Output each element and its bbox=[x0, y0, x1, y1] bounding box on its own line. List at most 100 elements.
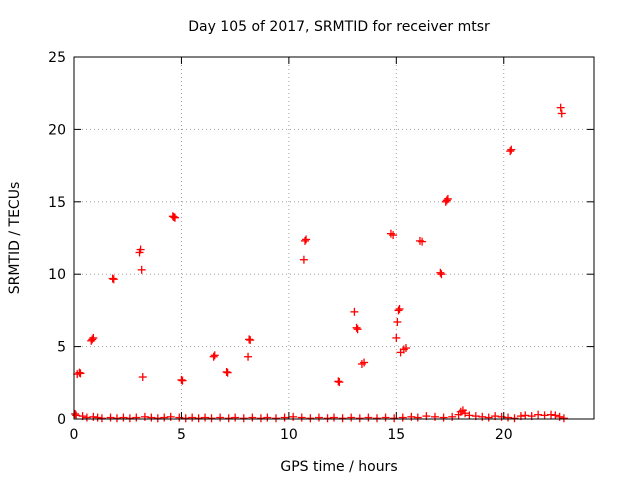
data-point bbox=[289, 412, 298, 421]
data-point bbox=[125, 414, 134, 423]
x-tick-label: 20 bbox=[495, 427, 513, 443]
data-point bbox=[534, 410, 543, 419]
data-point bbox=[436, 268, 445, 277]
data-point bbox=[314, 413, 323, 422]
data-point bbox=[350, 307, 359, 316]
data-point bbox=[263, 413, 272, 422]
data-point bbox=[442, 196, 451, 205]
data-point bbox=[207, 414, 216, 423]
data-point bbox=[547, 410, 556, 419]
data-point bbox=[407, 412, 416, 421]
data-point bbox=[372, 414, 381, 423]
data-point bbox=[338, 414, 347, 423]
data-point bbox=[106, 413, 115, 422]
data-point bbox=[461, 409, 470, 418]
data-point bbox=[140, 412, 149, 421]
data-point bbox=[137, 265, 146, 274]
data-point bbox=[136, 245, 145, 254]
axis-ticks: 0 5 10 15 20 0 5 10 15 20 25 bbox=[48, 50, 594, 443]
data-point bbox=[89, 412, 98, 421]
data-point bbox=[439, 413, 448, 422]
data-point bbox=[112, 414, 121, 423]
data-point bbox=[393, 317, 402, 326]
data-point bbox=[478, 412, 487, 421]
data-point bbox=[244, 352, 253, 361]
y-tick-label: 15 bbox=[48, 195, 66, 211]
data-point bbox=[256, 414, 265, 423]
data-point bbox=[306, 414, 315, 423]
data-point bbox=[177, 375, 186, 384]
data-point bbox=[381, 413, 390, 422]
data-point bbox=[188, 413, 197, 422]
x-tick-label: 5 bbox=[177, 427, 186, 443]
data-point bbox=[108, 274, 117, 283]
data-point bbox=[556, 103, 565, 112]
data-point bbox=[223, 368, 232, 377]
data-point bbox=[271, 414, 280, 423]
data-point bbox=[355, 414, 364, 423]
data-point bbox=[437, 270, 446, 279]
data-point bbox=[364, 413, 373, 422]
plot-frame bbox=[73, 56, 595, 420]
data-point bbox=[418, 237, 427, 246]
data-point bbox=[360, 358, 369, 367]
data-point bbox=[231, 413, 240, 422]
data-point bbox=[153, 414, 162, 423]
y-tick-label: 10 bbox=[48, 267, 66, 283]
data-point bbox=[166, 412, 175, 421]
y-tick-label: 20 bbox=[48, 122, 66, 138]
data-point bbox=[352, 323, 361, 332]
data-point bbox=[557, 109, 566, 118]
data-point bbox=[465, 411, 474, 420]
data-point bbox=[507, 145, 516, 154]
data-point bbox=[330, 413, 338, 422]
y-axis-title: SRMTID / TECUs bbox=[7, 182, 23, 295]
y-tick-label: 5 bbox=[57, 340, 66, 356]
data-point bbox=[555, 412, 564, 421]
data-point bbox=[398, 413, 407, 422]
data-point bbox=[71, 409, 80, 418]
data-point bbox=[280, 413, 289, 422]
y-tick-label: 25 bbox=[48, 50, 66, 66]
data-point bbox=[300, 236, 309, 245]
data-point bbox=[178, 376, 187, 385]
data-point bbox=[93, 413, 102, 422]
data-point bbox=[395, 304, 404, 313]
data-point bbox=[443, 194, 452, 203]
data-point bbox=[245, 335, 254, 344]
data-point bbox=[335, 378, 344, 387]
data-point bbox=[76, 369, 85, 378]
data-point bbox=[216, 413, 225, 422]
data-point bbox=[302, 235, 311, 244]
data-point bbox=[386, 229, 395, 238]
data-point bbox=[551, 411, 560, 420]
data-point bbox=[415, 236, 424, 245]
data-point bbox=[246, 336, 255, 345]
data-point bbox=[175, 413, 184, 422]
data-point bbox=[201, 413, 210, 422]
data-point bbox=[392, 333, 401, 342]
data-point bbox=[138, 373, 147, 382]
data-point bbox=[82, 413, 91, 422]
data-point bbox=[210, 351, 219, 360]
y-tick-label: 0 bbox=[57, 412, 66, 428]
data-point bbox=[168, 212, 177, 221]
data-point bbox=[347, 413, 356, 422]
data-point bbox=[357, 359, 366, 368]
data-point bbox=[72, 411, 81, 420]
x-tick-label: 10 bbox=[280, 427, 298, 443]
data-point bbox=[504, 413, 513, 422]
data-point bbox=[510, 414, 519, 423]
data-point bbox=[160, 413, 169, 422]
data-points bbox=[71, 103, 568, 423]
data-point bbox=[540, 411, 549, 420]
data-point bbox=[401, 344, 410, 353]
data-point bbox=[506, 147, 515, 156]
data-point bbox=[521, 411, 530, 420]
data-point bbox=[209, 352, 218, 361]
data-point bbox=[194, 414, 203, 423]
data-point bbox=[109, 275, 118, 284]
data-point bbox=[559, 414, 568, 423]
data-point bbox=[299, 255, 308, 264]
